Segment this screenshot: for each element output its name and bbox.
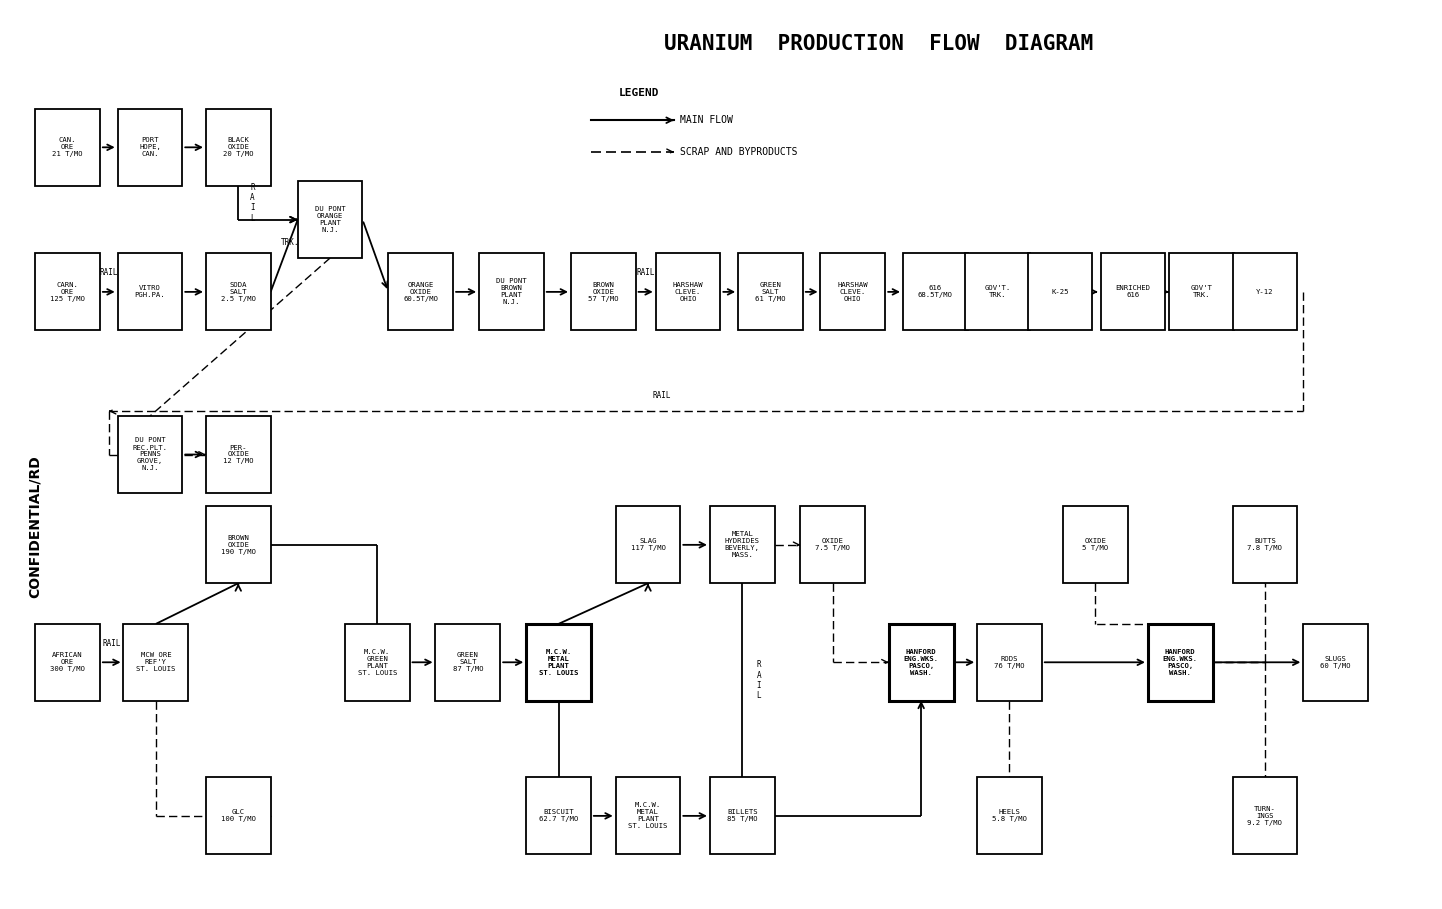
Text: AFRICAN
ORE
300 T/MO: AFRICAN ORE 300 T/MO xyxy=(50,653,85,673)
Text: HARSHAW
CLEVE.
OHIO: HARSHAW CLEVE. OHIO xyxy=(838,282,868,302)
FancyBboxPatch shape xyxy=(345,624,410,701)
FancyBboxPatch shape xyxy=(526,777,591,854)
Text: CONFIDENTIAL/RD: CONFIDENTIAL/RD xyxy=(27,455,42,598)
Text: BILLETS
85 T/MO: BILLETS 85 T/MO xyxy=(727,809,757,823)
Text: RAIL: RAIL xyxy=(99,268,118,277)
Text: TURN-
INGS
9.2 T/MO: TURN- INGS 9.2 T/MO xyxy=(1247,806,1282,826)
FancyBboxPatch shape xyxy=(903,254,968,330)
FancyBboxPatch shape xyxy=(479,254,544,330)
Text: SODA
SALT
2.5 T/MO: SODA SALT 2.5 T/MO xyxy=(221,282,255,302)
Text: SLAG
117 T/MO: SLAG 117 T/MO xyxy=(630,538,666,552)
Text: URANIUM  PRODUCTION  FLOW  DIAGRAM: URANIUM PRODUCTION FLOW DIAGRAM xyxy=(665,35,1093,55)
Text: VITRO
PGH.PA.: VITRO PGH.PA. xyxy=(134,285,166,298)
Text: BROWN
OXIDE
190 T/MO: BROWN OXIDE 190 T/MO xyxy=(221,534,255,554)
FancyBboxPatch shape xyxy=(118,416,182,493)
Text: SLUGS
60 T/MO: SLUGS 60 T/MO xyxy=(1321,655,1351,669)
Text: GOV'T.
TRK.: GOV'T. TRK. xyxy=(985,285,1011,298)
FancyBboxPatch shape xyxy=(978,777,1043,854)
Text: HARSHAW
CLEVE.
OHIO: HARSHAW CLEVE. OHIO xyxy=(673,282,704,302)
FancyBboxPatch shape xyxy=(1233,506,1298,584)
FancyBboxPatch shape xyxy=(1233,777,1298,854)
Text: MCW ORE
REF'Y
ST. LOUIS: MCW ORE REF'Y ST. LOUIS xyxy=(136,653,176,673)
Text: OXIDE
5 T/MO: OXIDE 5 T/MO xyxy=(1083,538,1109,552)
Text: M.C.W.
METAL
PLANT
ST. LOUIS: M.C.W. METAL PLANT ST. LOUIS xyxy=(629,803,668,829)
Text: ENRICHED
616: ENRICHED 616 xyxy=(1116,285,1151,298)
Text: DU PONT
BROWN
PLANT
N.J.: DU PONT BROWN PLANT N.J. xyxy=(496,278,526,305)
Text: GLC
100 T/MO: GLC 100 T/MO xyxy=(221,809,255,823)
FancyBboxPatch shape xyxy=(206,416,271,493)
FancyBboxPatch shape xyxy=(800,506,865,584)
FancyBboxPatch shape xyxy=(526,624,591,701)
Text: BLACK
OXIDE
20 T/MO: BLACK OXIDE 20 T/MO xyxy=(224,137,254,157)
FancyBboxPatch shape xyxy=(820,254,885,330)
Text: MAIN FLOW: MAIN FLOW xyxy=(679,115,733,125)
Text: R
A
I
L: R A I L xyxy=(249,183,255,223)
Text: PER-
OXIDE
12 T/MO: PER- OXIDE 12 T/MO xyxy=(224,445,254,464)
Text: R
A
I
L: R A I L xyxy=(757,660,761,701)
FancyBboxPatch shape xyxy=(35,254,99,330)
FancyBboxPatch shape xyxy=(206,254,271,330)
Text: TRK.: TRK. xyxy=(281,238,300,246)
Text: RAIL: RAIL xyxy=(102,639,121,648)
FancyBboxPatch shape xyxy=(118,109,182,185)
FancyBboxPatch shape xyxy=(1169,254,1234,330)
Text: 616
68.5T/MO: 616 68.5T/MO xyxy=(917,285,953,298)
Text: BUTTS
7.8 T/MO: BUTTS 7.8 T/MO xyxy=(1247,538,1282,552)
Text: Y-12: Y-12 xyxy=(1256,289,1273,295)
FancyBboxPatch shape xyxy=(571,254,636,330)
FancyBboxPatch shape xyxy=(1100,254,1165,330)
Text: LEGEND: LEGEND xyxy=(619,87,659,97)
FancyBboxPatch shape xyxy=(118,254,182,330)
FancyBboxPatch shape xyxy=(1304,624,1368,701)
Text: RODS
76 T/MO: RODS 76 T/MO xyxy=(994,655,1025,669)
Text: RAIL: RAIL xyxy=(636,268,655,277)
Text: OXIDE
7.5 T/MO: OXIDE 7.5 T/MO xyxy=(815,538,851,552)
Text: PORT
HOPE,
CAN.: PORT HOPE, CAN. xyxy=(138,137,162,157)
FancyBboxPatch shape xyxy=(965,254,1030,330)
FancyBboxPatch shape xyxy=(738,254,803,330)
Text: BROWN
OXIDE
57 T/MO: BROWN OXIDE 57 T/MO xyxy=(588,282,619,302)
FancyBboxPatch shape xyxy=(978,624,1043,701)
FancyBboxPatch shape xyxy=(206,777,271,854)
Text: HEELS
5.8 T/MO: HEELS 5.8 T/MO xyxy=(992,809,1027,823)
FancyBboxPatch shape xyxy=(124,624,189,701)
FancyBboxPatch shape xyxy=(1233,254,1298,330)
FancyBboxPatch shape xyxy=(656,254,721,330)
Text: SCRAP AND BYPRODUCTS: SCRAP AND BYPRODUCTS xyxy=(679,147,797,157)
FancyBboxPatch shape xyxy=(709,777,774,854)
Text: M.C.W.
METAL
PLANT
ST. LOUIS: M.C.W. METAL PLANT ST. LOUIS xyxy=(539,649,578,675)
FancyBboxPatch shape xyxy=(616,506,681,584)
FancyBboxPatch shape xyxy=(35,624,99,701)
FancyBboxPatch shape xyxy=(1063,506,1128,584)
Text: HANFORD
ENG.WKS.
PASCO,
WASH.: HANFORD ENG.WKS. PASCO, WASH. xyxy=(904,649,939,675)
FancyBboxPatch shape xyxy=(206,506,271,584)
Text: CARN.
ORE
125 T/MO: CARN. ORE 125 T/MO xyxy=(50,282,85,302)
Text: GREEN
SALT
87 T/MO: GREEN SALT 87 T/MO xyxy=(453,653,483,673)
FancyBboxPatch shape xyxy=(1028,254,1093,330)
FancyBboxPatch shape xyxy=(35,109,99,185)
FancyBboxPatch shape xyxy=(1148,624,1213,701)
Text: M.C.W.
GREEN
PLANT
ST. LOUIS: M.C.W. GREEN PLANT ST. LOUIS xyxy=(358,649,397,675)
Text: DU PONT
REC.PLT.
PENNS
GROVE,
N.J.: DU PONT REC.PLT. PENNS GROVE, N.J. xyxy=(133,437,167,472)
FancyBboxPatch shape xyxy=(709,506,774,584)
Text: K-25: K-25 xyxy=(1051,289,1069,295)
FancyBboxPatch shape xyxy=(297,181,362,258)
Text: GOV'T
TRK.: GOV'T TRK. xyxy=(1191,285,1213,298)
Text: GREEN
SALT
61 T/MO: GREEN SALT 61 T/MO xyxy=(756,282,786,302)
Text: BISCUIT
62.7 T/MO: BISCUIT 62.7 T/MO xyxy=(539,809,578,823)
FancyBboxPatch shape xyxy=(616,777,681,854)
FancyBboxPatch shape xyxy=(435,624,500,701)
Text: ORANGE
OXIDE
60.5T/MO: ORANGE OXIDE 60.5T/MO xyxy=(404,282,438,302)
Text: DU PONT
ORANGE
PLANT
N.J.: DU PONT ORANGE PLANT N.J. xyxy=(314,206,346,233)
Text: METAL
HYDRIDES
BEVERLY,
MASS.: METAL HYDRIDES BEVERLY, MASS. xyxy=(725,532,760,558)
Text: CAN.
ORE
21 T/MO: CAN. ORE 21 T/MO xyxy=(52,137,82,157)
FancyBboxPatch shape xyxy=(888,624,953,701)
FancyBboxPatch shape xyxy=(388,254,453,330)
FancyBboxPatch shape xyxy=(206,109,271,185)
Text: HANFORD
ENG.WKS.
PASCO,
WASH.: HANFORD ENG.WKS. PASCO, WASH. xyxy=(1162,649,1198,675)
Text: RAIL: RAIL xyxy=(653,391,672,400)
